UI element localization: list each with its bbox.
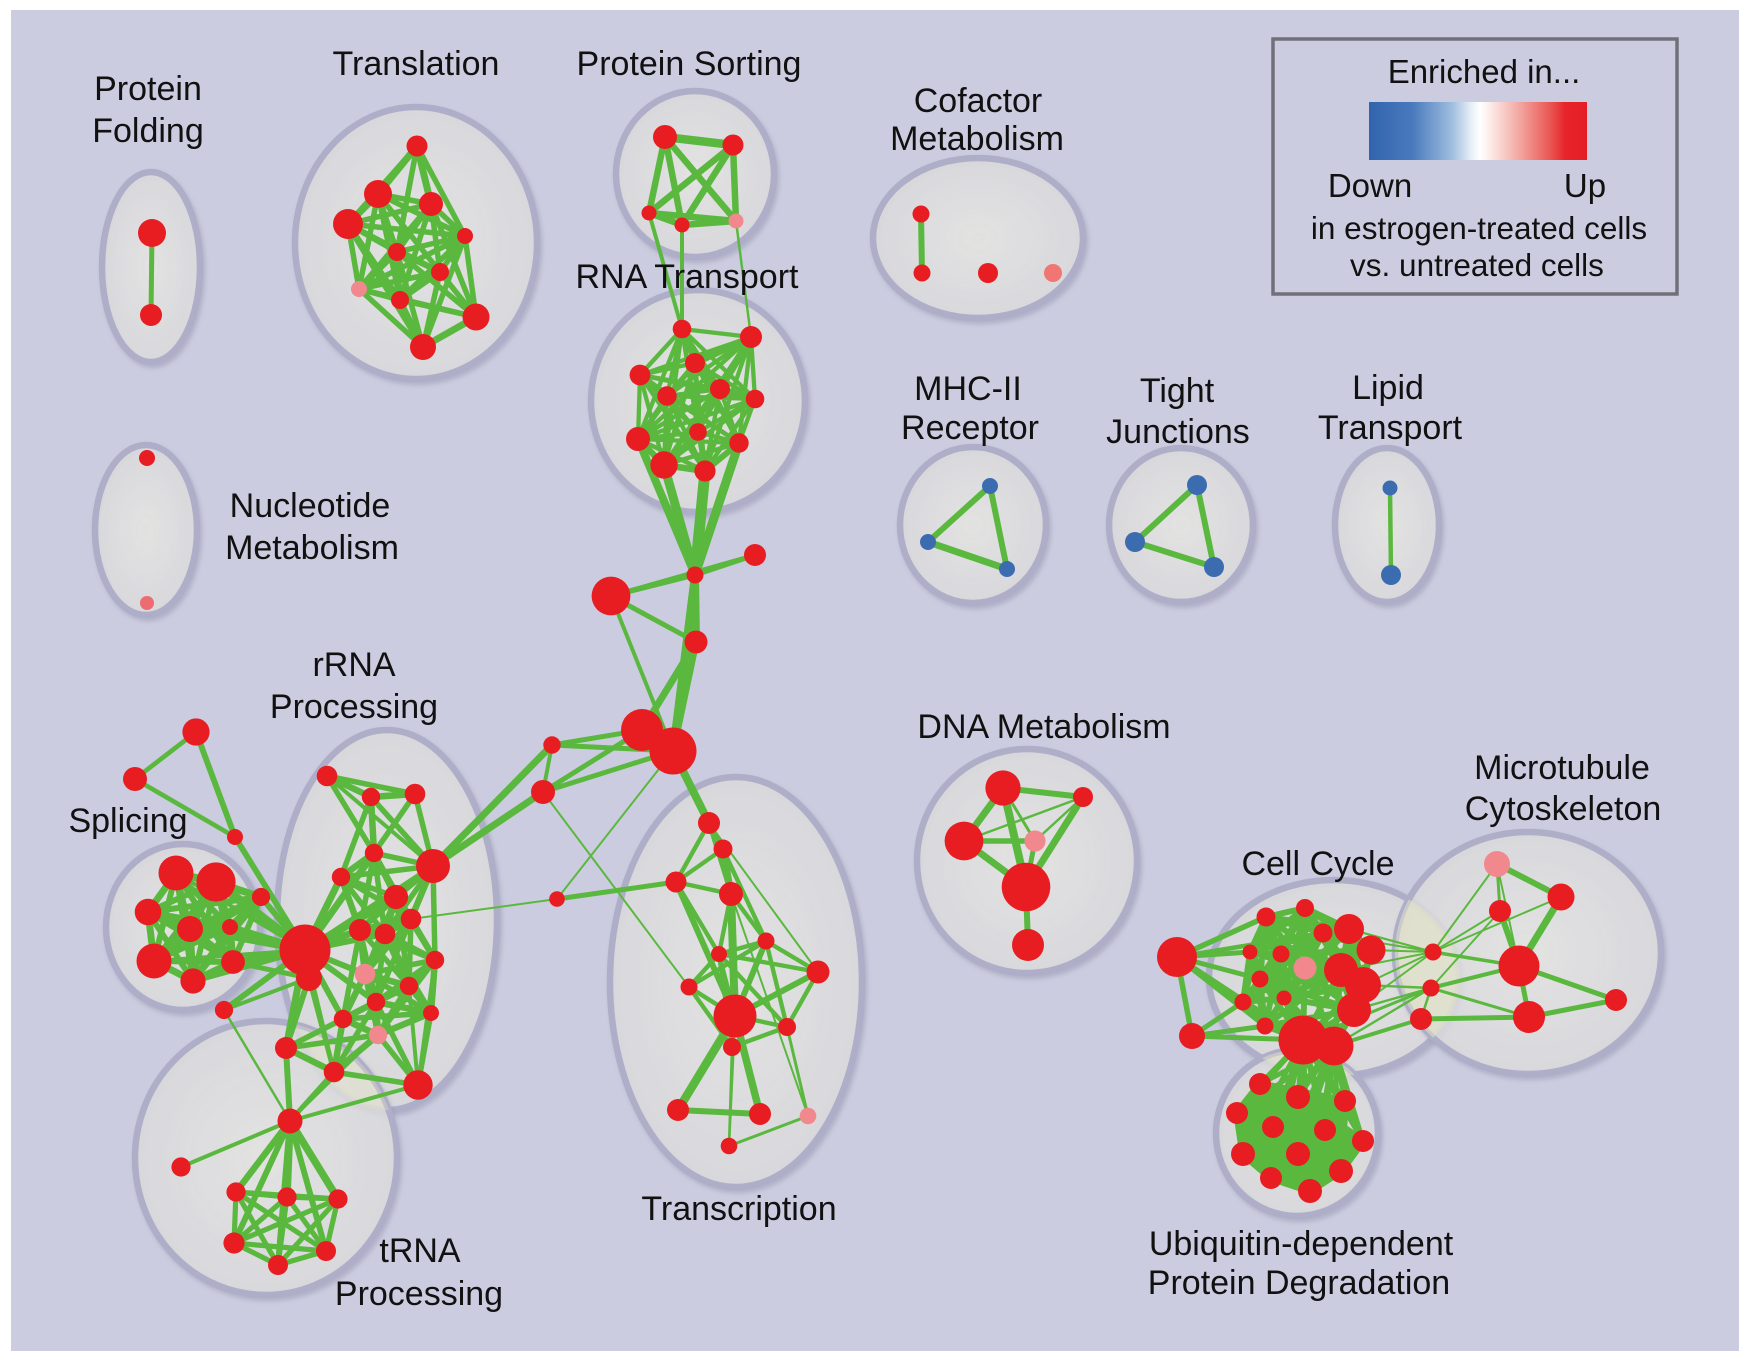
svg-text:in estrogen-treated cells: in estrogen-treated cells (1311, 210, 1647, 246)
svg-text:Splicing: Splicing (68, 802, 187, 840)
svg-text:Cell Cycle: Cell Cycle (1241, 845, 1394, 883)
svg-text:Tight: Tight (1140, 372, 1215, 410)
svg-text:Translation: Translation (333, 45, 500, 83)
svg-text:Receptor: Receptor (901, 409, 1039, 447)
svg-text:Microtubule: Microtubule (1474, 749, 1650, 787)
svg-text:Nucleotide: Nucleotide (230, 487, 391, 525)
svg-text:Cytoskeleton: Cytoskeleton (1465, 790, 1662, 828)
svg-text:Ubiquitin-dependent: Ubiquitin-dependent (1149, 1225, 1454, 1263)
svg-text:MHC-II: MHC-II (914, 370, 1022, 408)
svg-text:Lipid: Lipid (1352, 369, 1424, 407)
svg-text:Folding: Folding (92, 112, 204, 150)
svg-text:Protein Sorting: Protein Sorting (577, 45, 802, 83)
svg-text:Transport: Transport (1318, 409, 1463, 447)
svg-text:Up: Up (1564, 167, 1606, 204)
svg-text:rRNA: rRNA (312, 646, 395, 684)
svg-text:Protein Degradation: Protein Degradation (1148, 1264, 1450, 1302)
svg-text:vs. untreated cells: vs. untreated cells (1350, 247, 1604, 283)
svg-text:DNA Metabolism: DNA Metabolism (917, 708, 1170, 746)
svg-text:Processing: Processing (270, 688, 438, 726)
svg-text:tRNA: tRNA (379, 1232, 461, 1270)
svg-text:Enriched in...: Enriched in... (1388, 53, 1581, 90)
svg-text:Down: Down (1328, 167, 1412, 204)
svg-text:Metabolism: Metabolism (890, 120, 1064, 158)
svg-text:Protein: Protein (94, 70, 202, 108)
svg-text:Transcription: Transcription (641, 1190, 836, 1228)
svg-text:RNA Transport: RNA Transport (576, 258, 800, 296)
svg-text:Metabolism: Metabolism (225, 529, 399, 567)
svg-text:Cofactor: Cofactor (914, 82, 1043, 120)
svg-text:Junctions: Junctions (1106, 413, 1250, 451)
svg-text:Processing: Processing (335, 1275, 503, 1313)
